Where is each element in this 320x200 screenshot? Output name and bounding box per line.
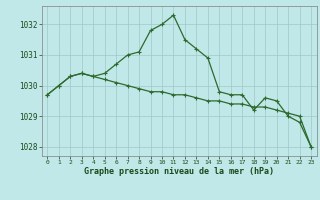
X-axis label: Graphe pression niveau de la mer (hPa): Graphe pression niveau de la mer (hPa)	[84, 167, 274, 176]
